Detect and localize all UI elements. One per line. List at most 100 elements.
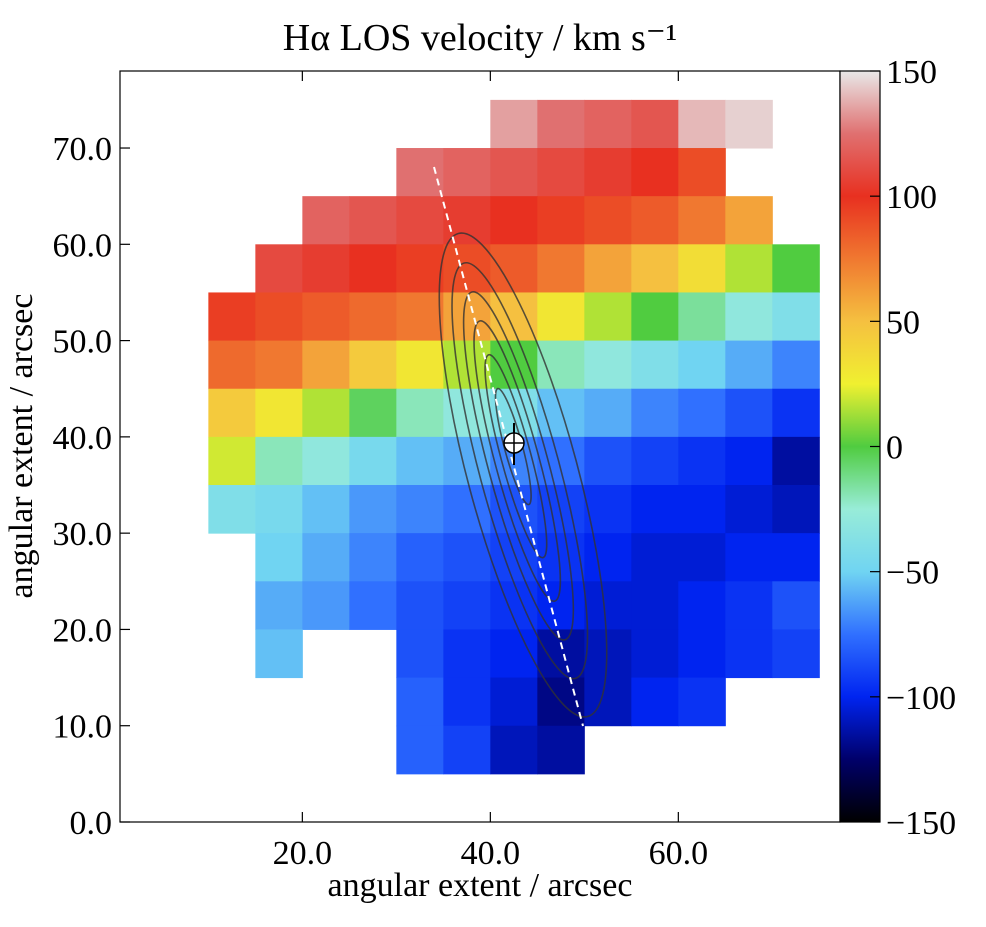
velocity-cell [678, 533, 726, 582]
velocity-cell [349, 340, 397, 390]
velocity-cell [443, 148, 491, 197]
velocity-cell [208, 388, 256, 438]
velocity-cell [490, 292, 538, 342]
colorbar-tick-label: −50 [886, 555, 939, 592]
velocity-cell [631, 292, 679, 342]
velocity-cell [537, 581, 585, 630]
velocity-cell [631, 244, 679, 293]
velocity-cell [349, 196, 397, 245]
velocity-cell [772, 485, 820, 534]
colorbar-tick-label: 100 [886, 179, 937, 216]
velocity-cell [537, 629, 585, 679]
y-tick-label: 70.0 [53, 131, 113, 168]
velocity-cell [208, 340, 256, 390]
velocity-cell [443, 485, 491, 534]
velocity-cell [678, 292, 726, 342]
velocity-cell [537, 485, 585, 534]
velocity-cell [772, 244, 820, 293]
velocity-cell [725, 388, 773, 438]
velocity-cell [255, 533, 303, 582]
y-tick-label: 50.0 [53, 324, 113, 361]
velocity-cell [631, 436, 679, 486]
velocity-cell [537, 244, 585, 293]
contour [484, 353, 548, 559]
velocity-cell [302, 340, 350, 390]
velocity-cell [443, 292, 491, 342]
velocity-cell [255, 436, 303, 486]
velocity-cell [537, 340, 585, 390]
velocity-cell [725, 340, 773, 390]
velocity-cell [443, 629, 491, 679]
velocity-cell [631, 485, 679, 534]
velocity-cell [725, 292, 773, 342]
velocity-cell [396, 340, 444, 390]
velocity-cell [584, 244, 632, 293]
velocity-cell [678, 99, 726, 149]
velocity-cell [396, 148, 444, 197]
velocity-cell [490, 677, 538, 727]
velocity-cell [584, 533, 632, 582]
velocity-cell [537, 99, 585, 149]
velocity-cell [490, 148, 538, 197]
velocity-cell [255, 292, 303, 342]
velocity-cell [584, 148, 632, 197]
velocity-cell [490, 533, 538, 582]
contour [473, 320, 562, 603]
velocity-cell [396, 244, 444, 293]
colorbar-tick-label: 50 [886, 304, 920, 341]
velocity-cell [490, 244, 538, 293]
velocity-cell [396, 533, 444, 582]
x-tick-label: 20.0 [273, 835, 333, 872]
velocity-cell [396, 677, 444, 727]
velocity-cell [302, 388, 350, 438]
centre-marker [503, 423, 525, 465]
velocity-cell [443, 677, 491, 727]
velocity-cell [678, 148, 726, 197]
colorbar-tick-label: −150 [886, 805, 956, 842]
velocity-cell [631, 340, 679, 390]
velocity-cell [772, 533, 820, 582]
y-tick-label: 10.0 [53, 709, 113, 746]
velocity-cell [678, 340, 726, 390]
velocity-cell [772, 388, 820, 438]
velocity-cell [678, 388, 726, 438]
velocity-cell [396, 485, 444, 534]
y-tick-label: 60.0 [53, 227, 113, 264]
velocity-cell [396, 196, 444, 245]
velocity-cell [396, 581, 444, 630]
y-tick-label: 20.0 [53, 612, 113, 649]
velocity-cell [631, 629, 679, 679]
velocity-cell [490, 725, 538, 775]
velocity-cell [772, 292, 820, 342]
velocity-cell [584, 340, 632, 390]
axes: 20.0 40.0 60.0 0.0 10.0 20.0 30.0 40.0 50.0 60.0 7… [53, 54, 957, 872]
velocity-cell [584, 677, 632, 727]
velocity-cell [725, 99, 773, 149]
colorbar-tick-label: −100 [886, 680, 956, 717]
velocity-cell [537, 292, 585, 342]
velocity-cell [584, 196, 632, 245]
velocity-cell [725, 485, 773, 534]
velocity-cell [255, 388, 303, 438]
velocity-cell [302, 436, 350, 486]
velocity-cell [349, 485, 397, 534]
x-tick-label: 40.0 [461, 835, 521, 872]
velocity-cell [443, 533, 491, 582]
velocity-cell [396, 388, 444, 438]
contour [462, 291, 575, 641]
velocity-cell [349, 388, 397, 438]
velocity-cell [443, 196, 491, 245]
velocity-cell [349, 292, 397, 342]
y-axis-label: angular extent / arcsec [3, 294, 40, 599]
velocity-cell [725, 244, 773, 293]
velocity-cell [631, 99, 679, 149]
velocity-cell [302, 533, 350, 582]
velocity-cell [302, 581, 350, 630]
velocity-map [208, 99, 820, 775]
velocity-cell [584, 99, 632, 149]
velocity-cell [490, 340, 538, 390]
velocity-cell [537, 196, 585, 245]
velocity-cell [490, 196, 538, 245]
x-tick-label: 60.0 [649, 835, 709, 872]
